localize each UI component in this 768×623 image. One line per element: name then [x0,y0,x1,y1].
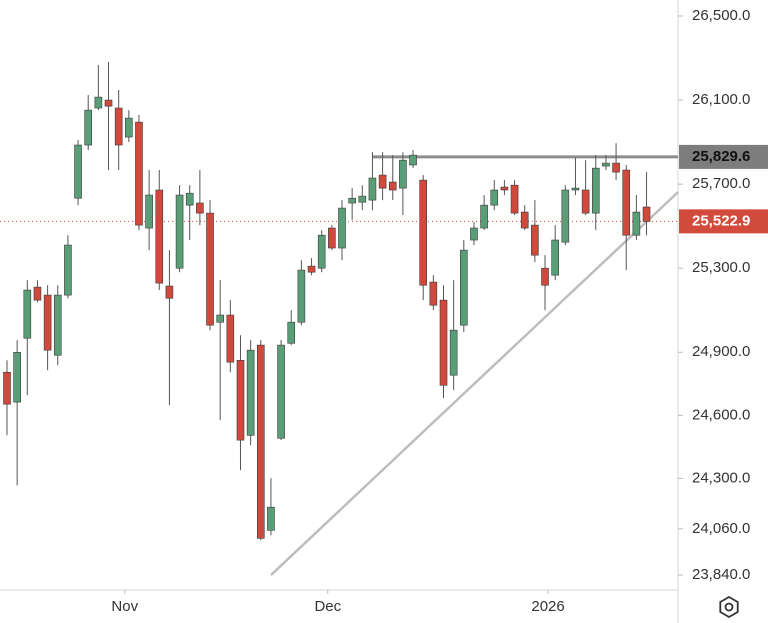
y-tick-label: 26,500.0 [692,7,750,24]
candle-body [439,299,448,386]
candle-body [33,286,42,301]
candle-body [74,144,82,199]
candle-body [3,371,11,405]
settings-circle [724,602,734,612]
price-label: 25,522.9 [692,212,750,229]
candle-body [104,99,113,107]
candle-body [591,167,600,214]
candle-body [196,202,204,214]
y-tick-label: 25,300.0 [692,259,750,276]
candle-body [125,117,133,138]
candle-body [267,506,275,531]
candle-body [520,211,529,229]
candle-body [165,285,174,299]
candle-body [399,159,407,189]
candle-body [216,314,224,323]
candle-body [175,194,184,269]
candle-body [114,107,123,146]
candle-body [13,351,21,403]
candle-body [307,265,316,273]
candle-body [277,344,285,439]
y-tick-label: 23,840.0 [692,566,750,583]
candle-body [236,359,245,441]
candle-body [429,281,438,306]
candle-body [561,189,570,243]
x-tick-label: Nov [111,598,138,615]
settings-icon[interactable] [719,595,739,619]
price-label-box [679,209,768,234]
candle-body [135,121,143,226]
candle-body [470,227,478,241]
candle-body [145,194,153,229]
candle-body [226,314,235,363]
candle-body [541,267,549,286]
candle-body [358,195,367,203]
candle-body [206,212,214,326]
candle-body [409,154,417,166]
candle-body [622,169,631,236]
candle-body [419,179,428,286]
candle-body [64,244,72,296]
price-label-box [679,144,768,169]
candle-body [287,321,296,344]
candle-body [500,186,509,191]
candle-body [84,109,93,146]
candle-body [571,187,580,191]
candle-body [94,96,103,109]
trend-line [270,191,679,576]
candle-body [246,349,255,436]
y-tick-label: 25,700.0 [692,175,750,192]
candle-body [480,204,488,229]
candle-body [368,177,377,201]
candle-body [338,207,346,249]
settings-hexagon [719,595,739,619]
candle-body [378,174,387,189]
x-tick-label: 2026 [531,598,564,615]
candle-body [388,181,397,191]
y-tick-label: 24,300.0 [692,469,750,486]
candle-body [155,189,164,284]
candle-body [510,184,519,214]
candle-body [531,224,539,256]
price-label: 25,829.6 [692,148,750,165]
candle-body [53,294,62,356]
candle-body [642,206,651,222]
candle-body [317,234,326,269]
x-tick-label: Dec [314,598,341,615]
candle-body [602,162,610,167]
candle-body [551,239,559,276]
candle-body [185,192,194,206]
candle-body [581,189,590,214]
candle-body [23,289,32,339]
y-tick-label: 24,600.0 [692,406,750,423]
candle-body [612,162,620,173]
candle-body [490,189,499,206]
candle-body [256,344,265,539]
candle-body [632,211,641,236]
candle-body [348,197,356,204]
y-tick-label: 24,060.0 [692,520,750,537]
candle-body [297,269,306,323]
candle-body [328,227,336,249]
candle-body [460,249,468,326]
y-tick-label: 24,900.0 [692,343,750,360]
y-tick-label: 26,100.0 [692,91,750,108]
candle-body [449,329,458,376]
candle-body [43,294,52,351]
